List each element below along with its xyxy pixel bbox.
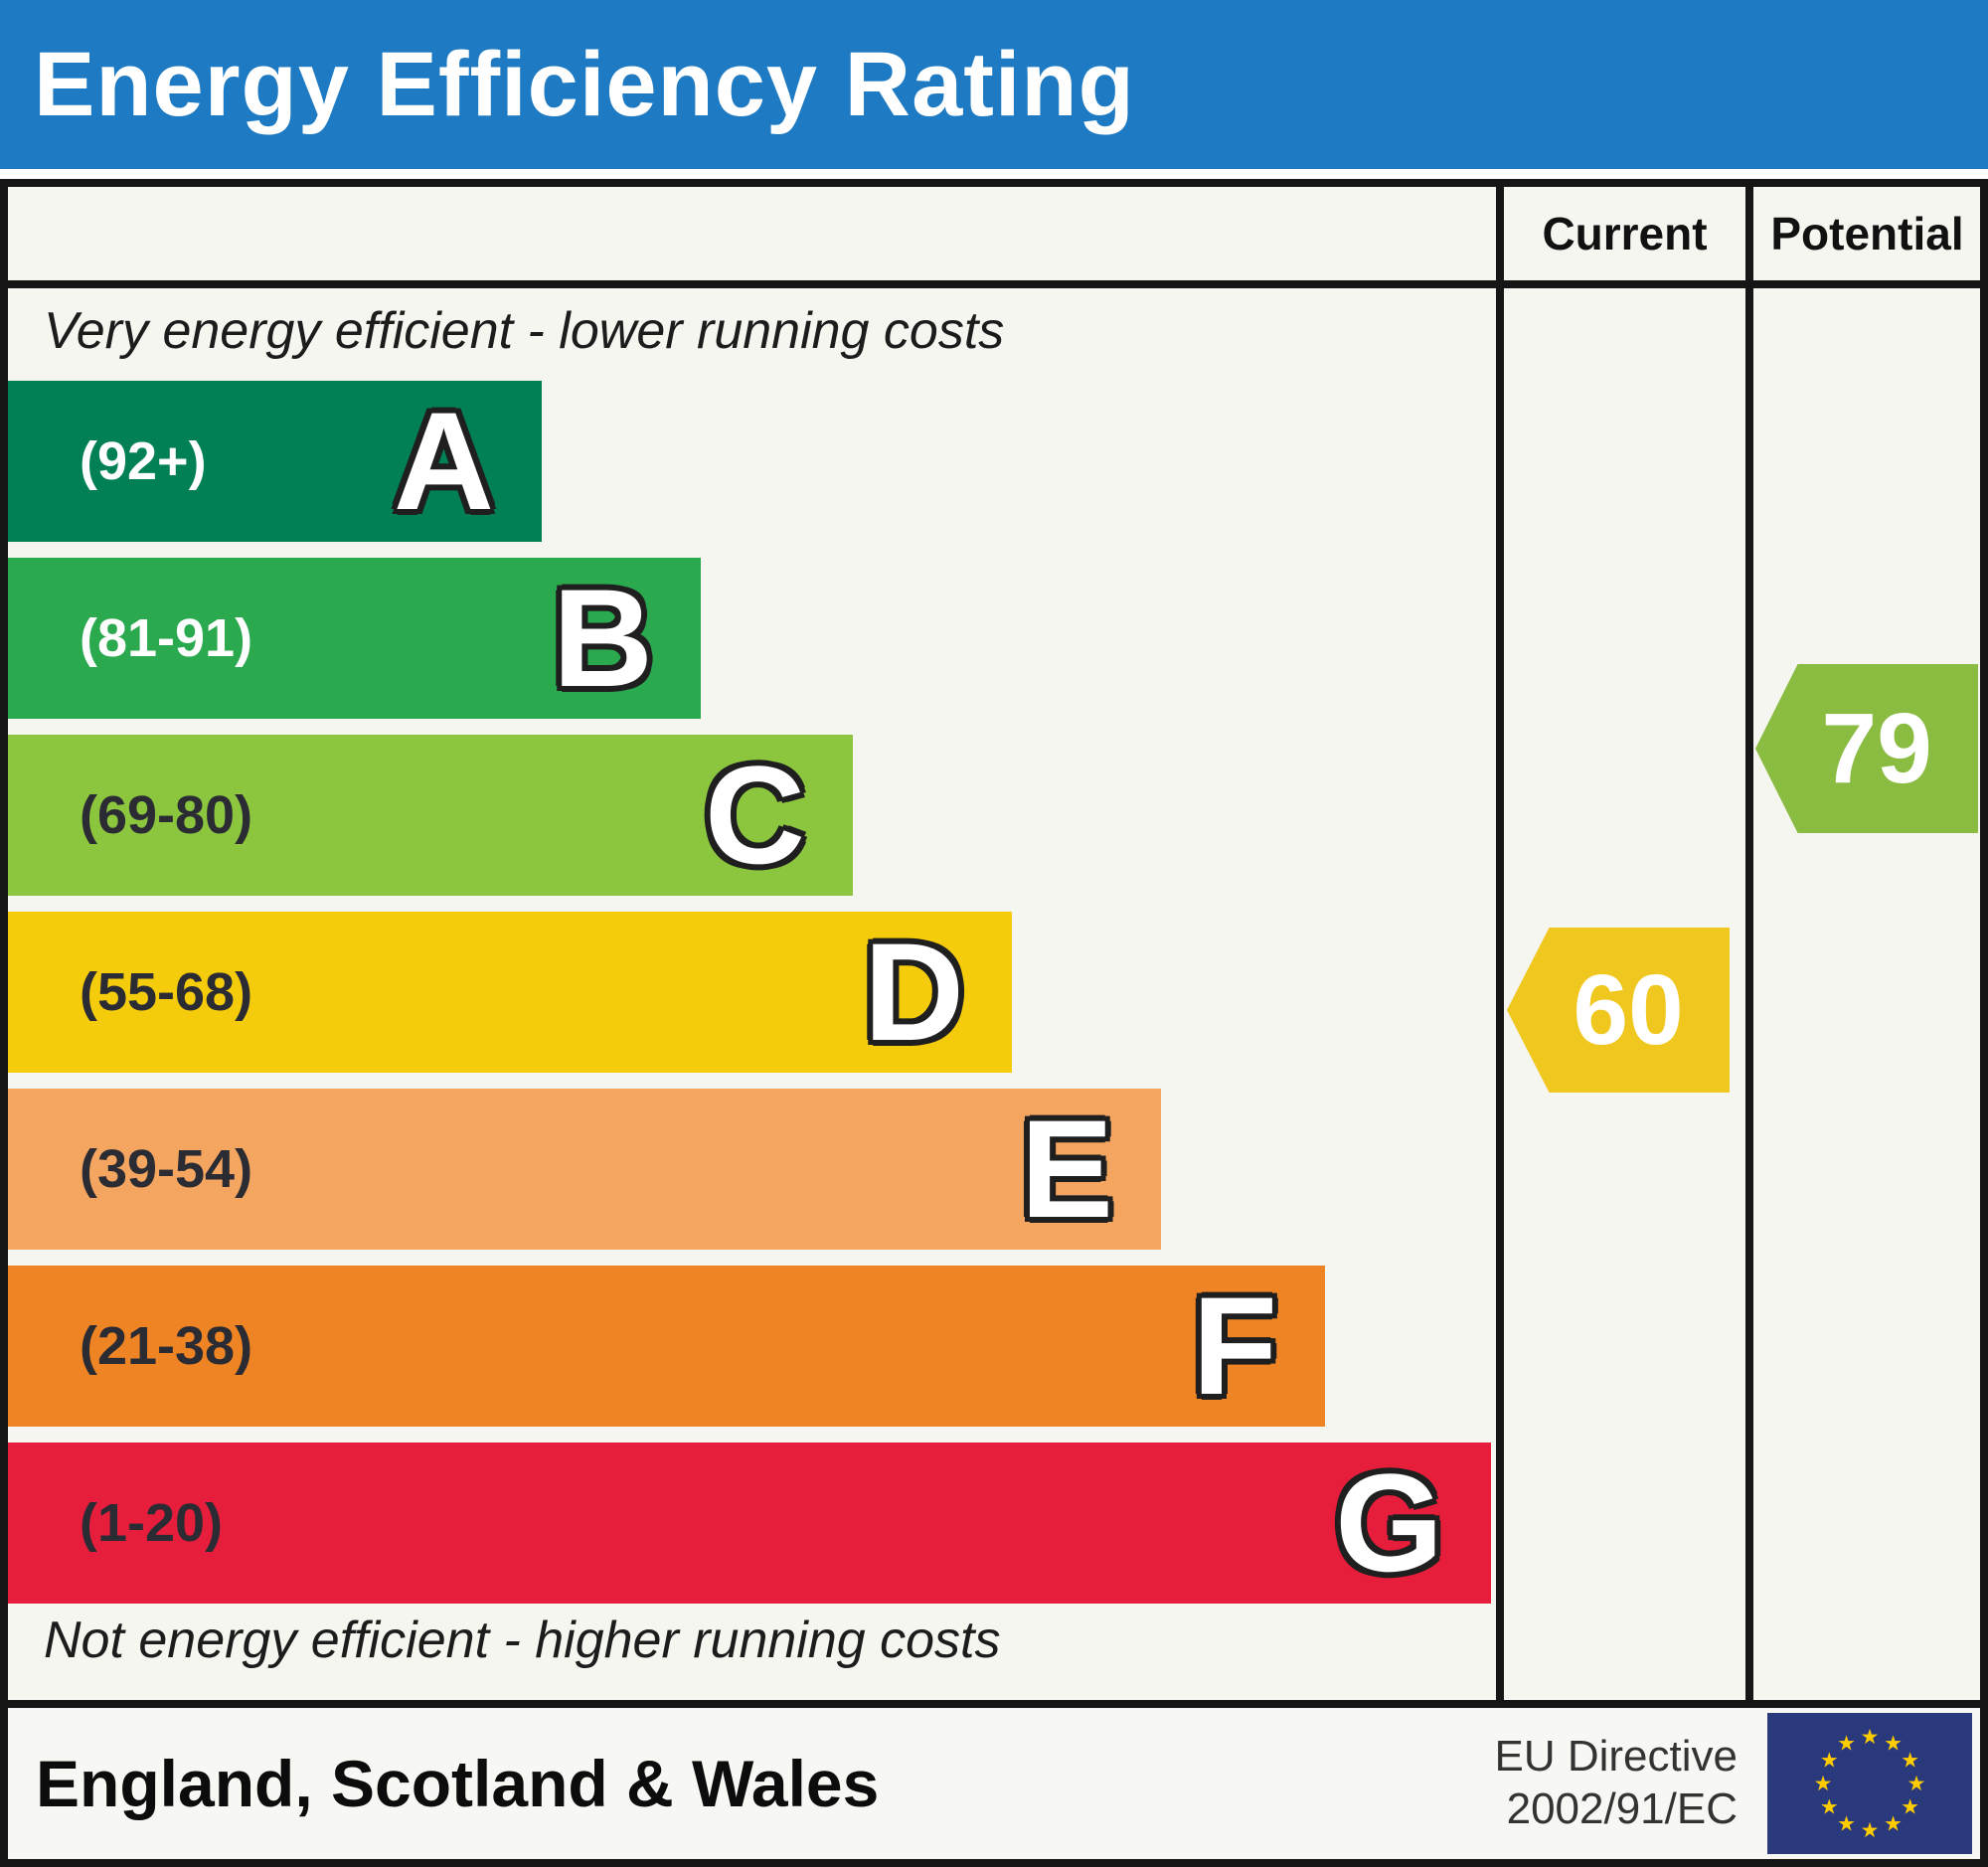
bottom-caption: Not energy efficient - higher running co… [44, 1612, 1001, 1669]
page-title: Energy Efficiency Rating [34, 33, 1135, 135]
top-caption: Very energy efficient - lower running co… [44, 302, 1005, 360]
band-row-c: (69-80) C [8, 735, 853, 896]
svg-text:★: ★ [1884, 1731, 1903, 1755]
band-letter: G [1335, 1444, 1443, 1601]
current-column-header: Current [1542, 208, 1708, 259]
potential-column-divider [1745, 179, 1753, 1708]
title-banner: Energy Efficiency Rating [0, 0, 1988, 169]
svg-text:★: ★ [1837, 1731, 1856, 1755]
band-letter: B [552, 560, 653, 716]
svg-text:★: ★ [1907, 1772, 1926, 1795]
current-rating-value: 60 [1573, 953, 1684, 1066]
band-range-label: (55-68) [80, 962, 253, 1022]
svg-text:★: ★ [1820, 1749, 1839, 1773]
svg-text:★: ★ [1820, 1795, 1839, 1819]
svg-text:★: ★ [1814, 1772, 1833, 1795]
eu-flag-icon: ★ ★ ★ ★ ★ ★ ★ ★ ★ ★ ★ ★ [1767, 1713, 1972, 1854]
footer-bar: England, Scotland & Wales EU Directive 2… [0, 1708, 1988, 1867]
current-column-divider [1496, 179, 1504, 1708]
potential-rating-arrow: 79 [1755, 664, 1978, 833]
band-letter: A [393, 383, 494, 539]
band-row-e: (39-54) E [8, 1089, 1161, 1250]
svg-text:★: ★ [1901, 1795, 1919, 1819]
region-label: England, Scotland & Wales [36, 1747, 880, 1820]
potential-rating-value: 79 [1821, 692, 1932, 804]
svg-text:★: ★ [1837, 1812, 1856, 1836]
band-range-label: (39-54) [80, 1139, 253, 1199]
band-row-d: (55-68) D [8, 912, 1012, 1073]
current-rating-arrow: 60 [1507, 928, 1730, 1093]
eu-directive-line2: 2002/91/EC [1506, 1784, 1738, 1833]
eu-directive-line1: EU Directive [1494, 1732, 1739, 1782]
eu-flag-field [1767, 1713, 1972, 1854]
band-range-label: (21-38) [80, 1316, 253, 1376]
svg-text:★: ★ [1861, 1725, 1880, 1749]
band-row-a: (92+) A [8, 381, 542, 542]
band-range-label: (1-20) [80, 1493, 224, 1553]
band-range-label: (81-91) [80, 608, 253, 668]
band-row-b: (81-91) B [8, 558, 701, 719]
band-letter: E [1020, 1091, 1113, 1247]
band-letter: C [704, 737, 805, 893]
band-range-label: (92+) [80, 431, 207, 491]
header-divider-line [0, 280, 1988, 288]
band-range-label: (69-80) [80, 785, 253, 845]
band-row-f: (21-38) F [8, 1266, 1325, 1427]
svg-text:★: ★ [1861, 1818, 1880, 1842]
svg-text:★: ★ [1884, 1812, 1903, 1836]
band-letter: D [863, 914, 964, 1070]
band-row-g: (1-20) G [8, 1443, 1491, 1604]
potential-column-header: Potential [1770, 208, 1964, 259]
svg-text:★: ★ [1901, 1749, 1919, 1773]
eu-directive-text: EU Directive 2002/91/EC [1495, 1731, 1739, 1836]
band-letter: F [1192, 1268, 1277, 1424]
